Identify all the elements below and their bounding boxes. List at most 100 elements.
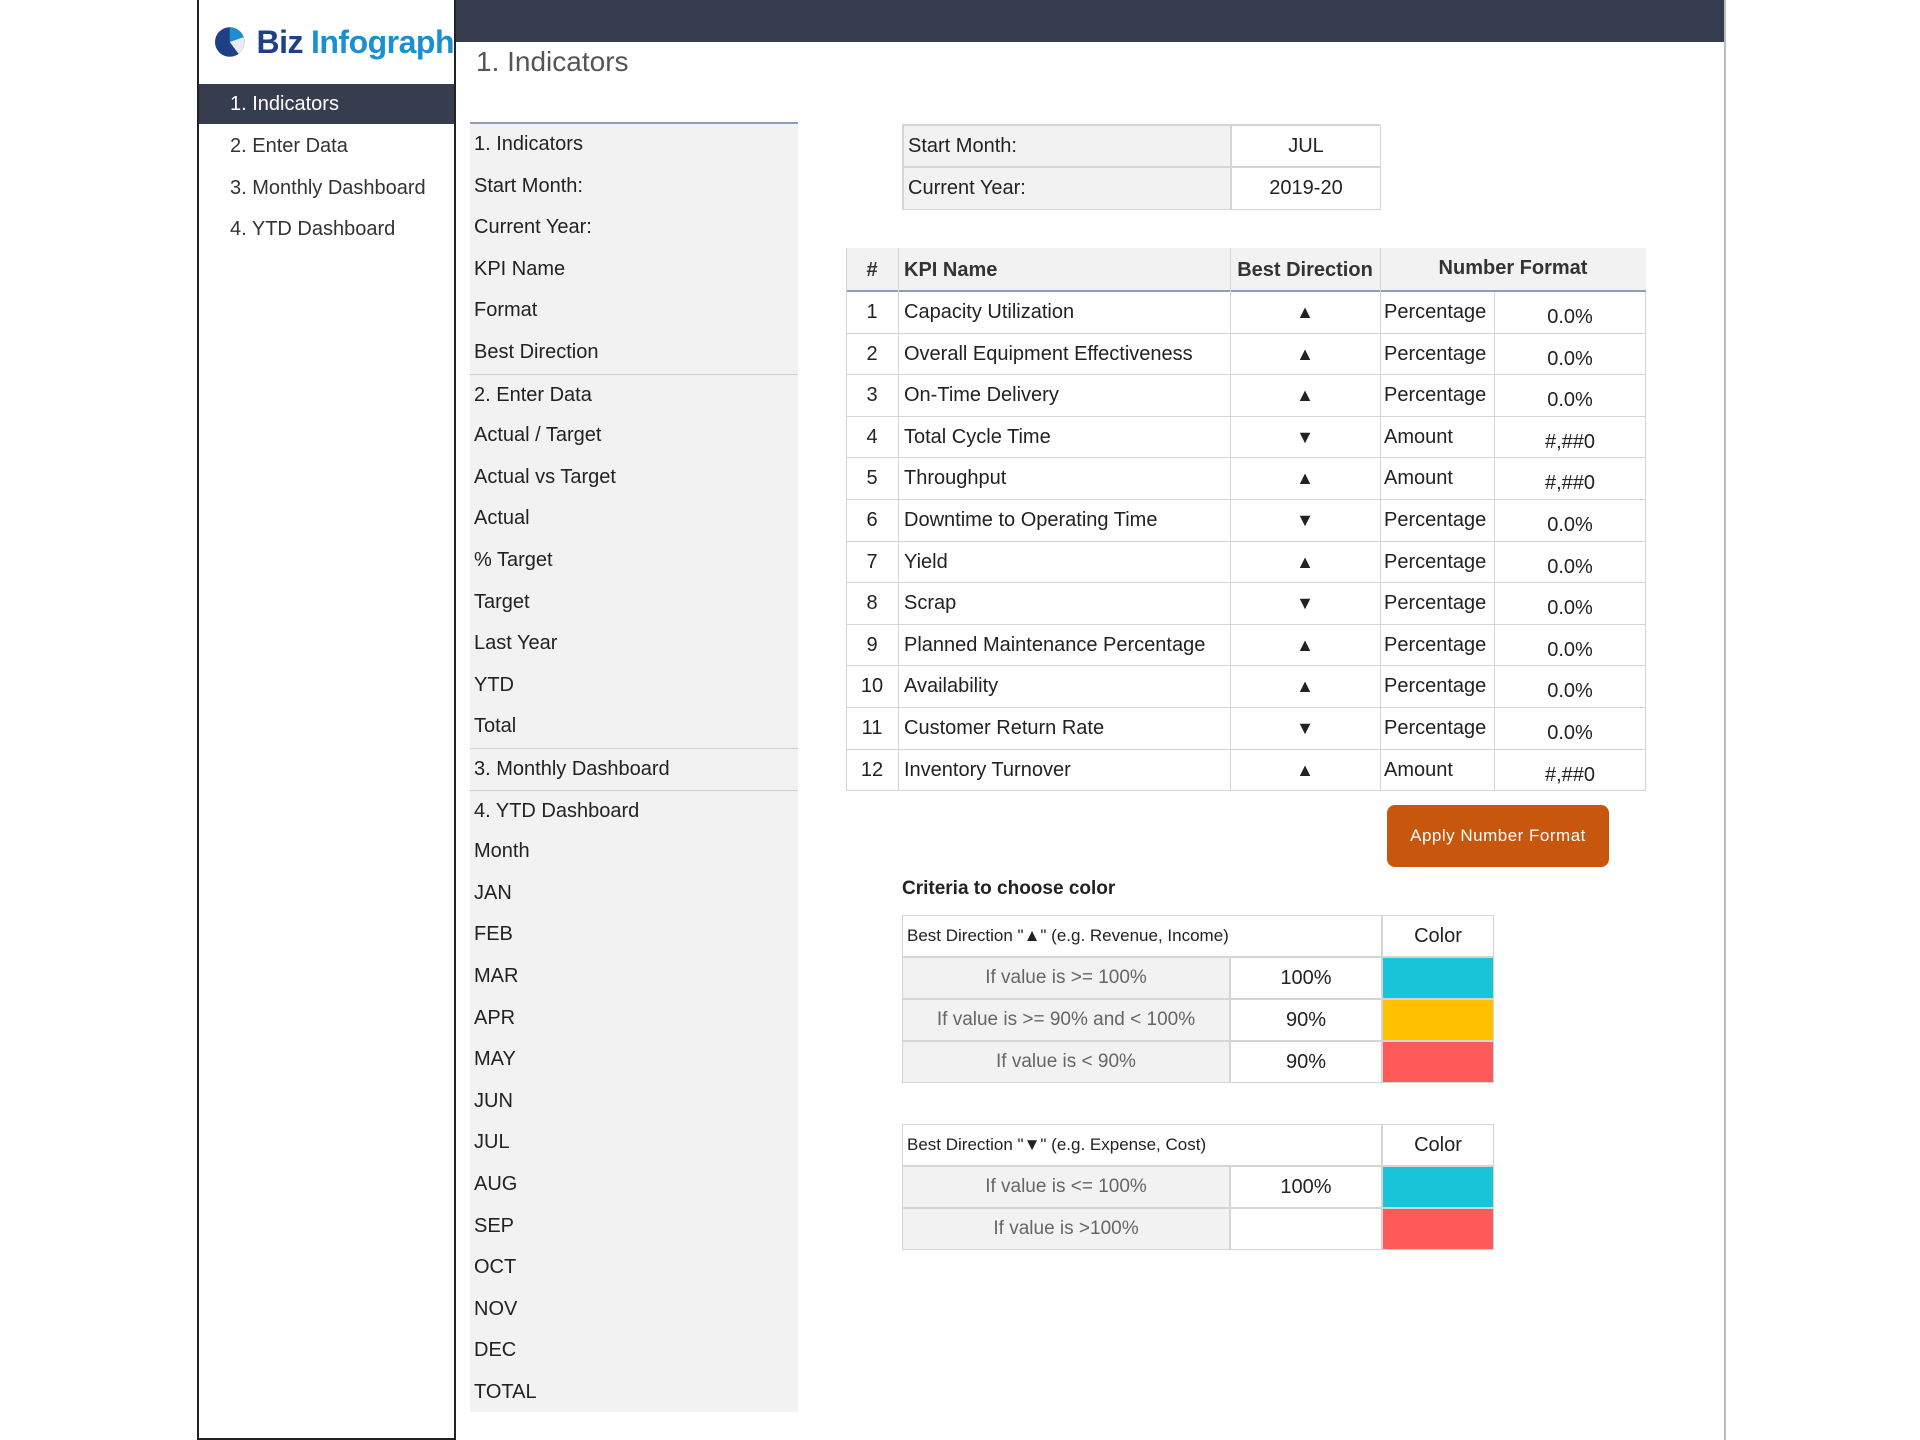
sidebar-item-label: 1. Indicators <box>230 93 339 115</box>
number-format-cell[interactable]: #,##0 <box>1544 430 1596 453</box>
list-item: Total <box>474 715 517 738</box>
sidebar-item-ytd-dashboard[interactable]: 4. YTD Dashboard <box>199 209 454 249</box>
direction-arrow-icon[interactable]: ▼ <box>1296 718 1314 738</box>
format-type-cell[interactable]: Percentage <box>1384 342 1487 365</box>
direction-arrow-icon[interactable]: ▲ <box>1296 634 1314 655</box>
direction-arrow-icon[interactable]: ▼ <box>1296 510 1314 530</box>
kpi-number: 11 <box>861 717 883 739</box>
number-format-cell[interactable]: #,##0 <box>1544 763 1596 786</box>
kpi-name-cell[interactable]: Capacity Utilization <box>904 301 1075 323</box>
sidebar-item-label: 3. Monthly Dashboard <box>230 177 426 199</box>
direction-arrow-icon[interactable]: ▲ <box>1296 385 1314 406</box>
format-type-cell[interactable]: Percentage <box>1384 550 1487 573</box>
number-format-cell[interactable]: #,##0 <box>1544 472 1596 495</box>
list-item: Start Month: <box>474 174 583 197</box>
format-type-cell[interactable]: Percentage <box>1384 717 1487 739</box>
table-row: 11 Customer Return Rate ▼ Percentage 0.0% <box>846 708 1646 750</box>
number-format-cell[interactable]: 0.0% <box>1547 514 1593 536</box>
number-format-cell[interactable]: 0.0% <box>1547 389 1593 412</box>
kpi-name-cell[interactable]: Availability <box>904 675 999 698</box>
format-type-cell[interactable]: Percentage <box>1384 675 1487 698</box>
format-type-cell[interactable]: Amount <box>1384 425 1453 448</box>
kpi-name-cell[interactable]: Overall Equipment Effectiveness <box>904 342 1193 365</box>
header-kpi-name: KPI Name <box>904 259 998 281</box>
settings-table: Start Month: JUL Current Year: 2019-20 <box>902 124 1381 210</box>
direction-arrow-icon[interactable]: ▲ <box>1296 759 1314 780</box>
criteria-down-value-2[interactable] <box>1230 1208 1382 1250</box>
format-type-cell[interactable]: Percentage <box>1384 301 1487 323</box>
color-swatch-yellow <box>1382 999 1494 1041</box>
direction-arrow-icon[interactable]: ▼ <box>1296 426 1314 447</box>
criteria-up-value-2[interactable]: 90% <box>1230 999 1382 1041</box>
kpi-name-cell[interactable]: Throughput <box>904 467 1007 490</box>
kpi-name-cell[interactable]: On-Time Delivery <box>904 384 1059 407</box>
logo-text-infograph: Infograph <box>310 23 455 60</box>
direction-arrow-icon[interactable]: ▲ <box>1296 551 1314 572</box>
direction-arrow-icon[interactable]: ▲ <box>1296 343 1314 364</box>
header-num: # <box>866 259 878 281</box>
number-format-cell[interactable]: 0.0% <box>1547 680 1593 703</box>
kpi-name-cell[interactable]: Inventory Turnover <box>904 758 1071 781</box>
number-format-cell[interactable]: 0.0% <box>1547 722 1593 744</box>
direction-arrow-icon[interactable]: ▲ <box>1296 468 1314 489</box>
kpi-number: 4 <box>866 425 878 448</box>
number-format-cell[interactable]: 0.0% <box>1547 597 1593 620</box>
list-item: APR <box>474 1006 516 1029</box>
kpi-number: 12 <box>860 758 884 781</box>
criteria-up-color-header: Color <box>1382 915 1494 957</box>
start-month-value[interactable]: JUL <box>1231 125 1381 167</box>
table-row: 6 Downtime to Operating Time ▼ Percentage 0.… <box>846 500 1646 542</box>
direction-arrow-icon[interactable]: ▲ <box>1296 676 1314 697</box>
apply-number-format-button[interactable]: Apply Number Format <box>1387 805 1609 867</box>
kpi-number: 6 <box>866 509 878 531</box>
table-row: 2 Overall Equipment Effectiveness ▲ Percent… <box>846 333 1646 376</box>
direction-arrow-icon[interactable]: ▲ <box>1296 302 1314 322</box>
number-format-cell[interactable]: 0.0% <box>1547 306 1593 328</box>
number-format-cell[interactable]: 0.0% <box>1547 638 1593 661</box>
sidebar-item-enter-data[interactable]: 2. Enter Data <box>199 126 454 166</box>
format-type-cell[interactable]: Amount <box>1384 758 1453 781</box>
table-row: 3 On-Time Delivery ▲ Percentage 0.0% <box>846 375 1646 417</box>
kpi-name-cell[interactable]: Total Cycle Time <box>904 425 1051 448</box>
sidebar-item-label: 4. YTD Dashboard <box>230 218 396 240</box>
criteria-up-value-1[interactable]: 100% <box>1230 957 1382 999</box>
list-item: 1. Indicators <box>474 133 583 155</box>
right-border <box>1724 0 1726 1440</box>
sidebar: Biz Infograph 1. Indicators 2. Enter Dat… <box>197 0 456 1440</box>
format-type-cell[interactable]: Percentage <box>1384 509 1487 531</box>
format-type-cell[interactable]: Amount <box>1384 467 1453 490</box>
criteria-down-label-1: If value is <= 100% <box>902 1166 1230 1208</box>
kpi-name-cell[interactable]: Scrap <box>904 592 957 615</box>
kpi-name-cell[interactable]: Planned Maintenance Percentage <box>904 633 1206 656</box>
list-item: MAR <box>474 965 519 987</box>
direction-arrow-icon[interactable]: ▼ <box>1296 593 1314 614</box>
criteria-up-label-3: If value is < 90% <box>902 1041 1230 1083</box>
criteria-down-header: Best Direction "▼" (e.g. Expense, Cost) <box>902 1124 1382 1166</box>
table-row: 8 Scrap ▼ Percentage 0.0% <box>846 583 1646 625</box>
criteria-up-header: Best Direction "▲" (e.g. Revenue, Income… <box>902 915 1382 957</box>
sidebar-item-monthly-dashboard[interactable]: 3. Monthly Dashboard <box>199 168 454 208</box>
list-item: FEB <box>474 923 513 946</box>
kpi-name-cell[interactable]: Customer Return Rate <box>904 717 1105 739</box>
list-item: AUG <box>474 1173 518 1195</box>
list-item: NOV <box>474 1297 518 1320</box>
kpi-number: 7 <box>866 550 878 573</box>
number-format-cell[interactable]: 0.0% <box>1547 555 1593 578</box>
logo-text-biz: Biz <box>256 23 303 60</box>
kpi-number: 10 <box>860 675 884 698</box>
kpi-name-cell[interactable]: Downtime to Operating Time <box>904 509 1158 531</box>
table-row: 5 Throughput ▲ Amount #,##0 <box>846 458 1646 500</box>
table-row: 12 Inventory Turnover ▲ Amount #,##0 <box>846 749 1646 792</box>
kpi-name-cell[interactable]: Yield <box>904 550 948 573</box>
criteria-up-value-3[interactable]: 90% <box>1230 1041 1382 1083</box>
current-year-value[interactable]: 2019-20 <box>1231 167 1381 210</box>
table-row: 1 Capacity Utilization ▲ Percentage 0.0% <box>846 292 1646 334</box>
list-item: SEP <box>474 1214 515 1237</box>
page-title: 1. Indicators <box>476 46 629 77</box>
format-type-cell[interactable]: Percentage <box>1384 384 1487 407</box>
number-format-cell[interactable]: 0.0% <box>1547 347 1593 370</box>
format-type-cell[interactable]: Percentage <box>1384 592 1487 615</box>
criteria-down-value-1[interactable]: 100% <box>1230 1166 1382 1208</box>
sidebar-item-indicators[interactable]: 1. Indicators <box>199 84 454 124</box>
format-type-cell[interactable]: Percentage <box>1384 633 1487 656</box>
